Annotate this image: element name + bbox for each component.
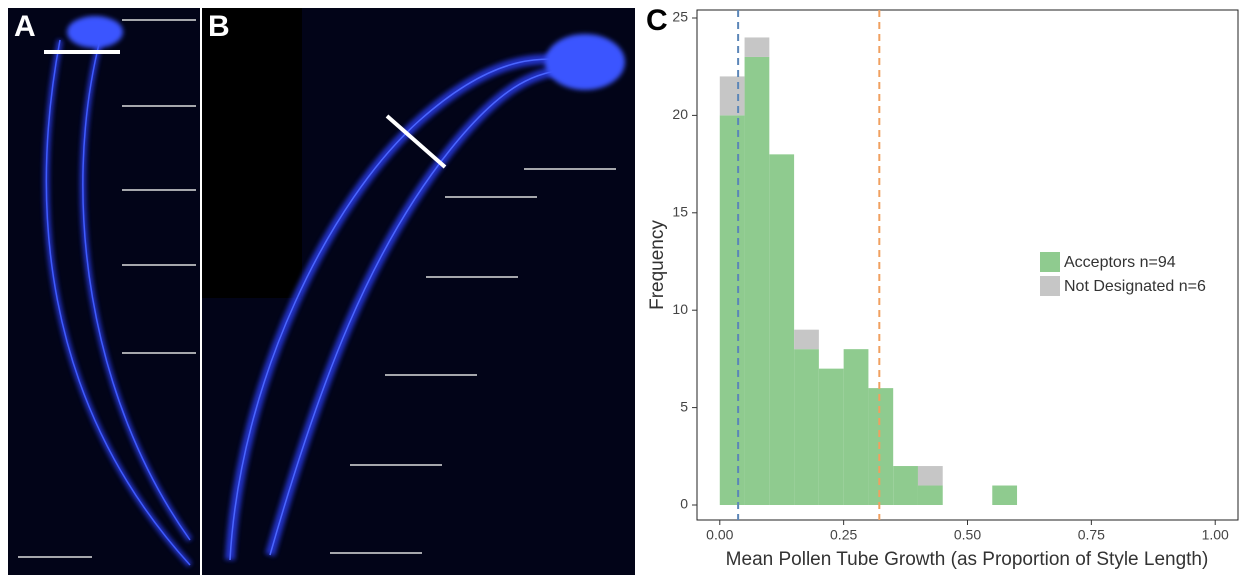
y-tick-label: 10 <box>672 301 688 317</box>
legend-label: Acceptors n=94 <box>1064 254 1176 271</box>
y-tick-label: 0 <box>680 496 688 512</box>
legend-label: Not Designated n=6 <box>1064 278 1206 295</box>
panel-label: C <box>646 4 668 37</box>
micrograph-b: B <box>202 8 635 575</box>
y-axis-title: Frequency <box>647 220 668 310</box>
y-tick-label: 20 <box>672 106 688 122</box>
x-axis-title: Mean Pollen Tube Growth (as Proportion o… <box>726 549 1209 570</box>
y-tick-label: 15 <box>672 203 688 219</box>
legend-swatch <box>1040 276 1060 296</box>
y-tick-label: 25 <box>672 9 688 25</box>
panel-label: B <box>208 10 230 43</box>
bar <box>868 388 894 505</box>
bar <box>818 368 844 505</box>
bar <box>992 485 1018 505</box>
bar <box>794 329 819 350</box>
bar <box>893 466 918 505</box>
bar <box>843 349 869 505</box>
x-tick-label: 0.25 <box>830 527 857 543</box>
bar <box>719 76 745 116</box>
bar <box>794 349 819 505</box>
panel-label: A <box>14 10 36 43</box>
legend-swatch <box>1040 252 1060 272</box>
bar <box>719 115 745 505</box>
x-tick-label: 0.75 <box>1078 527 1105 543</box>
x-tick-label: 1.00 <box>1202 527 1229 543</box>
x-tick-label: 0.50 <box>954 527 981 543</box>
x-tick-label: 0.00 <box>706 527 733 543</box>
bar <box>917 466 943 486</box>
bar <box>744 56 770 505</box>
y-tick-label: 5 <box>680 398 688 414</box>
micrograph-a: A <box>8 8 200 575</box>
bar <box>769 154 795 505</box>
bar <box>917 485 943 505</box>
histogram: C Mean Pollen Tube Growth (as Proportion… <box>646 4 1239 570</box>
bar <box>744 37 770 57</box>
